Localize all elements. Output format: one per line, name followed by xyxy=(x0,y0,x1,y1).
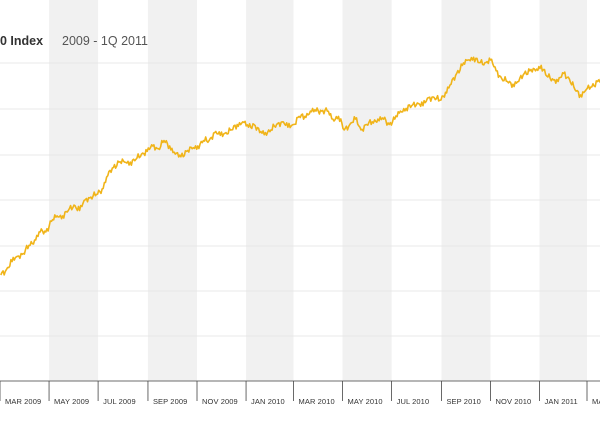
x-tick-label: MAR 2009 xyxy=(5,397,41,406)
chart-title: 0 Index xyxy=(0,34,43,48)
horizontal-gridlines xyxy=(0,62,600,382)
x-tick-label: JAN 2010 xyxy=(251,397,285,406)
x-tick-label: SEP 2010 xyxy=(446,397,480,406)
x-tick-label: SEP 2009 xyxy=(153,397,187,406)
month-band xyxy=(441,0,491,381)
month-band xyxy=(539,0,587,381)
chart-subtitle: 2009 - 1Q 2011 xyxy=(62,34,148,48)
x-tick-label: MA xyxy=(592,397,600,406)
series-line-group xyxy=(0,56,600,276)
x-tick-label: JUL 2010 xyxy=(397,397,430,406)
x-tick-label: MAY 2009 xyxy=(54,397,89,406)
x-axis-ticks: MAR 2009 MAY 2009 JUL 2009 SEP 2009 NOV 2009… xyxy=(0,380,600,406)
x-tick-label: NOV 2009 xyxy=(202,397,238,406)
x-tick-label: JAN 2011 xyxy=(545,397,578,406)
x-tick-label: MAR 2010 xyxy=(299,397,335,406)
series-line xyxy=(0,56,600,276)
month-band xyxy=(342,0,392,381)
month-band xyxy=(49,0,99,381)
x-tick-label: MAY 2010 xyxy=(348,397,383,406)
x-tick-label: NOV 2010 xyxy=(496,397,532,406)
month-band xyxy=(246,0,294,381)
x-tick-label: JUL 2009 xyxy=(103,397,136,406)
month-band xyxy=(147,0,198,381)
alternating-month-bands xyxy=(49,0,587,381)
